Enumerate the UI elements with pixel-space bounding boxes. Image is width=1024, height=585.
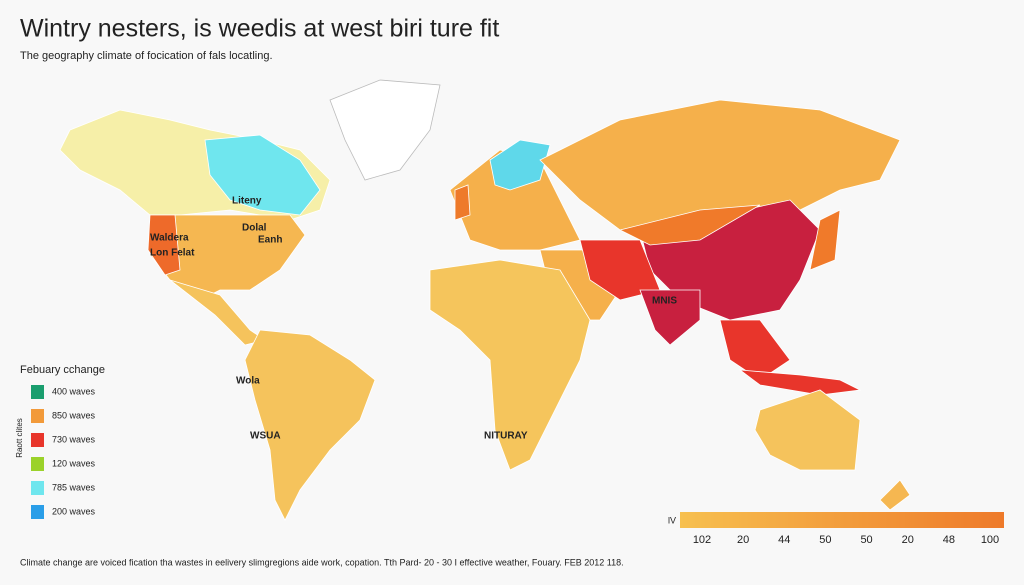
legend-label: 400 waves [52,386,96,396]
map-label: Eanh [258,235,282,246]
legend-swatch [31,385,44,399]
map-label: MNIS [652,296,677,307]
scale-tick-label: 102 [693,534,711,546]
world-map [59,79,911,521]
legend-label: 200 waves [52,506,96,516]
scale-tick-label: 50 [819,534,831,546]
footer: Climate change are voiced fication tha w… [20,557,624,567]
scale-tick-label: 48 [943,534,955,546]
legend-label: 730 waves [52,434,96,444]
title: Wintry nesters, is weedis at west biri t… [20,15,499,43]
map-label: WSUA [250,431,281,442]
color-scale [680,512,1004,528]
map-label: NITURAY [484,431,528,442]
scale-tick-label: 20 [902,534,914,546]
scale-tick-label: 50 [860,534,872,546]
legend-swatch [31,457,44,471]
map-label: Lon Felat [150,248,195,259]
legend-swatch [31,505,44,519]
scale-tick-label: 100 [981,534,999,546]
scale-start-label: lV [668,515,676,525]
legend-label: 850 waves [52,410,96,420]
subtitle: The geography climate of focication of f… [20,50,273,62]
map-label: Waldera [150,233,189,244]
scale-tick-label: 20 [737,534,749,546]
legend: 400 waves 850 waves 730 waves 120 waves 785 … [31,385,96,519]
legend-side-label: Raott clites [15,418,24,458]
legend-swatch [31,481,44,495]
map-label: Wola [236,376,260,387]
map-label: Dolal [242,223,267,234]
legend-label: 120 waves [52,458,96,468]
legend-swatch [31,433,44,447]
legend-swatch [31,409,44,423]
scale-ticks: 102 20 44 50 50 20 48 100 [693,534,999,546]
legend-label: 785 waves [52,482,96,492]
map-label: Liteny [232,196,262,207]
scale-tick-label: 44 [778,534,790,546]
legend-title: Febuary cchange [20,364,105,376]
